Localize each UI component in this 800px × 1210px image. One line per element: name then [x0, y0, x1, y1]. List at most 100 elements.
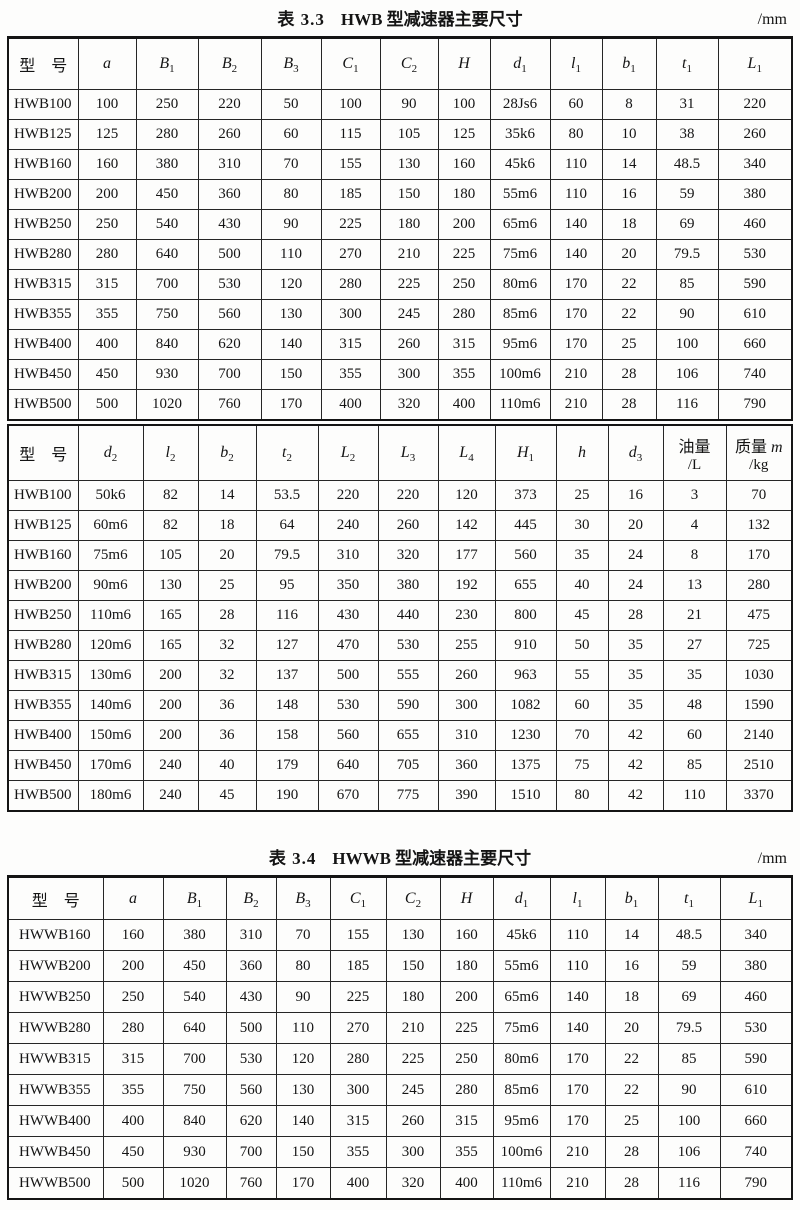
value-cell: 45k6 — [489, 149, 551, 180]
column-header: L3 — [377, 424, 439, 481]
model-cell: HWWB500 — [7, 1167, 104, 1200]
value-cell: 137 — [255, 660, 319, 691]
value-cell: 440 — [377, 600, 439, 631]
table-3-4-unit-label: /mm — [757, 850, 787, 867]
column-header-unit: /L — [687, 456, 702, 473]
value-cell: 150 — [260, 359, 322, 390]
value-cell: 180 — [385, 981, 441, 1013]
model-cell: HWB450 — [7, 750, 79, 781]
value-cell: 555 — [377, 660, 439, 691]
column-header: L4 — [437, 424, 496, 481]
value-cell: 300 — [329, 1074, 387, 1106]
value-cell: 53.5 — [255, 480, 319, 511]
value-cell: 670 — [317, 780, 379, 812]
column-header: L2 — [317, 424, 379, 481]
value-cell: 225 — [320, 209, 381, 240]
value-cell: 280 — [725, 570, 793, 601]
value-cell: 16 — [601, 179, 657, 210]
table-row: HWB400 400 840 620 140 315 260 315 95m6 170 25 100 6… — [7, 329, 793, 360]
value-cell: 170m6 — [77, 750, 144, 781]
value-cell: 160 — [439, 919, 494, 951]
column-header: B3 — [260, 37, 322, 90]
column-header: L1 — [719, 876, 793, 920]
column-header: a — [102, 876, 164, 920]
value-cell: 380 — [717, 179, 793, 210]
value-cell: 400 — [320, 389, 381, 421]
value-cell: 110 — [260, 239, 322, 270]
column-header: 质量 m/kg — [725, 424, 793, 481]
value-cell: 590 — [719, 1043, 793, 1075]
value-cell: 140 — [275, 1105, 331, 1137]
table-row: HWB125 125 280 260 60 115 105 125 35k6 80 10 38 260 — [7, 119, 793, 150]
value-cell: 90m6 — [77, 570, 144, 601]
column-header: B3 — [275, 876, 331, 920]
value-cell: 700 — [135, 269, 199, 300]
value-cell: 80 — [555, 780, 609, 812]
value-cell: 82 — [142, 510, 199, 541]
value-cell: 655 — [494, 570, 557, 601]
model-cell: HWB280 — [7, 630, 79, 661]
value-cell: 210 — [549, 1136, 606, 1168]
value-cell: 1375 — [494, 750, 557, 781]
value-cell: 70 — [275, 919, 331, 951]
value-cell: 320 — [385, 1167, 441, 1200]
value-cell: 24 — [607, 540, 664, 571]
value-cell: 140 — [549, 1012, 606, 1044]
value-cell: 75m6 — [492, 1012, 551, 1044]
value-cell: 530 — [377, 630, 439, 661]
value-cell: 620 — [197, 329, 262, 360]
value-cell: 225 — [439, 1012, 494, 1044]
value-cell: 470 — [317, 630, 379, 661]
value-cell: 200 — [437, 209, 491, 240]
value-cell: 180 — [437, 179, 491, 210]
model-cell: HWB400 — [7, 720, 79, 751]
model-cell: HWB125 — [7, 510, 79, 541]
value-cell: 110 — [549, 149, 603, 180]
value-cell: 240 — [142, 750, 199, 781]
value-cell: 65m6 — [489, 209, 551, 240]
value-cell: 42 — [607, 720, 664, 751]
value-cell: 750 — [135, 299, 199, 330]
value-cell: 1230 — [494, 720, 557, 751]
value-cell: 90 — [657, 1074, 721, 1106]
value-cell: 240 — [142, 780, 199, 812]
value-cell: 25 — [555, 480, 609, 511]
value-cell: 380 — [377, 570, 439, 601]
value-cell: 500 — [225, 1012, 277, 1044]
value-cell: 20 — [197, 540, 257, 571]
column-header: B2 — [197, 37, 262, 90]
model-cell: HWB315 — [7, 269, 79, 300]
value-cell: 10 — [601, 119, 657, 150]
column-header: d2 — [77, 424, 144, 481]
value-cell: 36 — [197, 720, 257, 751]
value-cell: 75m6 — [77, 540, 144, 571]
table-row: HWB200 90m6 130 25 95 350 380 192 655 40 24 13 280 — [7, 570, 793, 601]
value-cell: 20 — [601, 239, 657, 270]
value-cell: 75m6 — [489, 239, 551, 270]
value-cell: 130 — [260, 299, 322, 330]
value-cell: 27 — [662, 630, 727, 661]
table-3-4-caption-title: HWWB 型减速器主要尺寸 — [332, 849, 532, 868]
column-header: b2 — [197, 424, 257, 481]
value-cell: 100 — [657, 1105, 721, 1137]
value-cell: 100m6 — [489, 359, 551, 390]
value-cell: 70 — [260, 149, 322, 180]
value-cell: 355 — [102, 1074, 164, 1106]
model-cell: HWWB450 — [7, 1136, 104, 1168]
table-row: HWWB450 450 930 700 150 355 300 355 100m6 210 28 10… — [7, 1136, 793, 1168]
column-header: t2 — [255, 424, 319, 481]
value-cell: 59 — [657, 950, 721, 982]
value-cell: 105 — [379, 119, 439, 150]
value-cell: 300 — [437, 690, 496, 721]
value-cell: 79.5 — [655, 239, 719, 270]
value-cell: 530 — [717, 239, 793, 270]
table-row: HWB160 75m6 105 20 79.5 310 320 177 560 35 24 8 170 — [7, 540, 793, 571]
model-cell: HWB355 — [7, 690, 79, 721]
value-cell: 760 — [197, 389, 262, 421]
value-cell: 200 — [439, 981, 494, 1013]
value-cell: 14 — [197, 480, 257, 511]
value-cell: 775 — [377, 780, 439, 812]
value-cell: 38 — [655, 119, 719, 150]
